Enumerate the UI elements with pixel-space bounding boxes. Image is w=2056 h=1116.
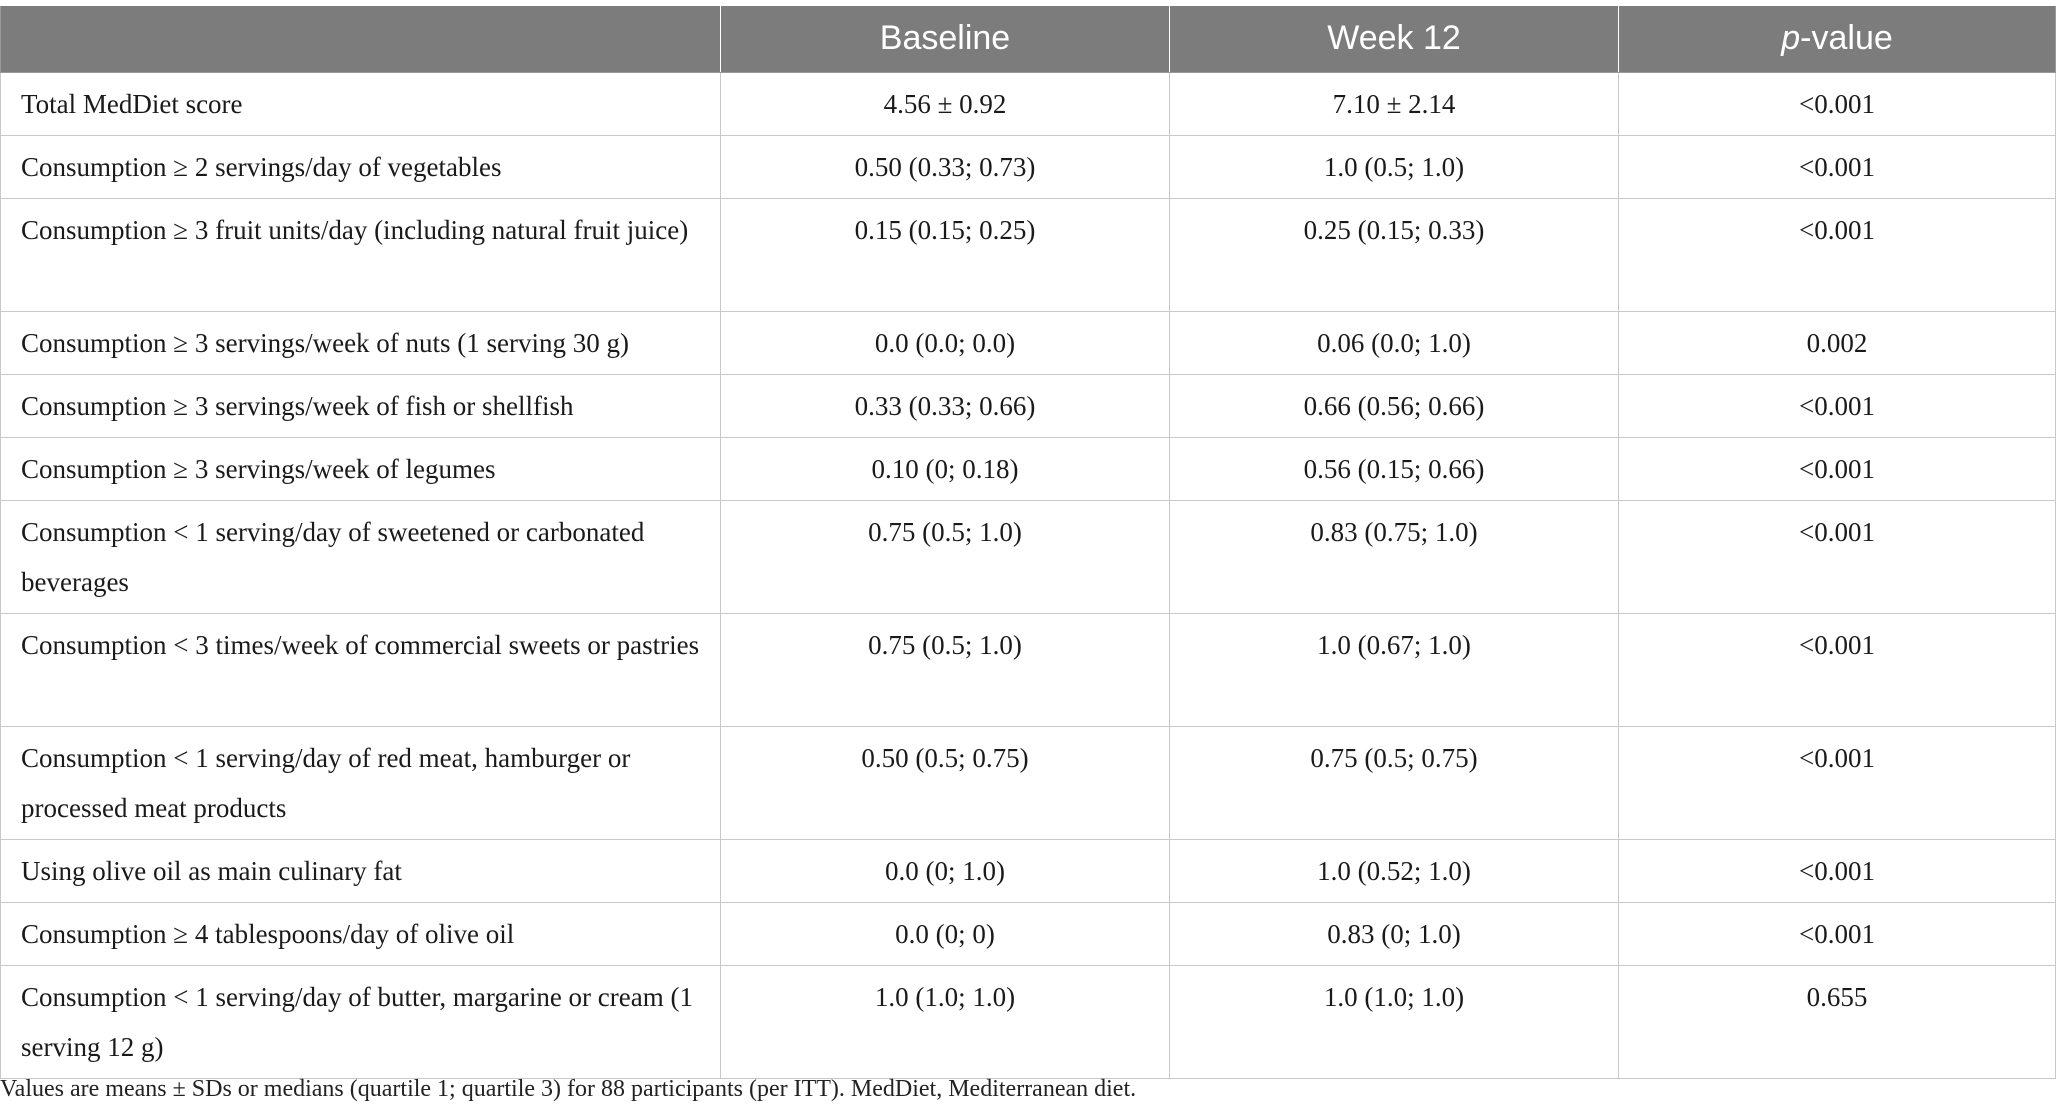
baseline-value: 1.0 (1.0; 1.0) [720,964,1170,1079]
table-row: Using olive oil as main culinary fat 0.0 … [0,838,2056,903]
week-12-value: 1.0 (1.0; 1.0) [1169,964,1619,1079]
p-value: <0.001 [1618,499,2056,614]
table-row: Consumption < 1 serving/day of butter, m… [0,964,2056,1079]
p-value: <0.001 [1618,725,2056,840]
table-row: Consumption ≥ 3 servings/week of fish or… [0,373,2056,438]
week-12-value: 0.83 (0; 1.0) [1169,901,1619,966]
p-value-dash: - [1800,19,1812,58]
meddiet-table: Baseline Week 12 p-value Total MedDiet s… [0,6,2056,1079]
table-row: Consumption ≥ 2 servings/day of vegetabl… [0,134,2056,199]
p-value: 0.655 [1618,964,2056,1079]
p-value: <0.001 [1618,134,2056,199]
row-label: Using olive oil as main culinary fat [0,838,721,903]
table-row: Consumption ≥ 3 servings/week of legumes… [0,436,2056,501]
table-footnote: Values are means ± SDs or medians (quart… [0,1076,1137,1102]
table-row: Consumption ≥ 3 fruit units/day (includi… [0,197,2056,312]
table-row: Consumption < 1 serving/day of sweetened… [0,499,2056,614]
table-body: Total MedDiet score 4.56 ± 0.92 7.10 ± 2.1… [0,71,2056,1079]
table-row: Consumption < 3 times/week of commercial… [0,612,2056,727]
table-header: Baseline Week 12 p-value [0,6,2056,73]
row-label: Consumption ≥ 3 servings/week of fish or… [0,373,721,438]
baseline-value: 0.50 (0.33; 0.73) [720,134,1170,199]
baseline-value: 0.15 (0.15; 0.25) [720,197,1170,312]
p-symbol: p [1781,19,1801,58]
week-12-value: 1.0 (0.52; 1.0) [1169,838,1619,903]
header-week-12: Week 12 [1169,6,1619,73]
table-row: Consumption ≥ 4 tablespoons/day of olive… [0,901,2056,966]
p-value: <0.001 [1618,71,2056,136]
week-12-value: 0.75 (0.5; 0.75) [1169,725,1619,840]
row-label: Consumption ≥ 3 servings/week of nuts (1… [0,310,721,375]
row-label: Consumption < 1 serving/day of red meat,… [0,725,721,840]
baseline-value: 0.10 (0; 0.18) [720,436,1170,501]
baseline-value: 0.75 (0.5; 1.0) [720,612,1170,727]
p-value: <0.001 [1618,612,2056,727]
baseline-value: 0.0 (0.0; 0.0) [720,310,1170,375]
p-value: <0.001 [1618,373,2056,438]
table-row: Consumption < 1 serving/day of red meat,… [0,725,2056,840]
row-label: Consumption < 3 times/week of commercial… [0,612,721,727]
row-label: Consumption ≥ 3 fruit units/day (includi… [0,197,721,312]
week-12-value: 0.83 (0.75; 1.0) [1169,499,1619,614]
row-label: Consumption ≥ 4 tablespoons/day of olive… [0,901,721,966]
week-12-value: 7.10 ± 2.14 [1169,71,1619,136]
header-row: Baseline Week 12 p-value [0,6,2056,73]
row-label: Consumption < 1 serving/day of sweetened… [0,499,721,614]
p-value-word: value [1811,19,1893,58]
baseline-value: 0.50 (0.5; 0.75) [720,725,1170,840]
baseline-value: 0.0 (0; 0) [720,901,1170,966]
table-row: Total MedDiet score 4.56 ± 0.92 7.10 ± 2.1… [0,71,2056,136]
row-label: Consumption ≥ 2 servings/day of vegetabl… [0,134,721,199]
row-label: Consumption ≥ 3 servings/week of legumes [0,436,721,501]
row-label: Total MedDiet score [0,71,721,136]
baseline-value: 0.33 (0.33; 0.66) [720,373,1170,438]
row-label: Consumption < 1 serving/day of butter, m… [0,964,721,1079]
p-value: <0.001 [1618,838,2056,903]
week-12-value: 1.0 (0.5; 1.0) [1169,134,1619,199]
baseline-value: 0.75 (0.5; 1.0) [720,499,1170,614]
week-12-value: 0.56 (0.15; 0.66) [1169,436,1619,501]
p-value: 0.002 [1618,310,2056,375]
week-12-value: 0.66 (0.56; 0.66) [1169,373,1619,438]
p-value: <0.001 [1618,436,2056,501]
header-label-column [0,6,721,73]
baseline-value: 0.0 (0; 1.0) [720,838,1170,903]
p-value: <0.001 [1618,901,2056,966]
header-baseline: Baseline [720,6,1170,73]
baseline-value: 4.56 ± 0.92 [720,71,1170,136]
p-value: <0.001 [1618,197,2056,312]
table-row: Consumption ≥ 3 servings/week of nuts (1… [0,310,2056,375]
week-12-value: 0.06 (0.0; 1.0) [1169,310,1619,375]
week-12-value: 1.0 (0.67; 1.0) [1169,612,1619,727]
header-p-value: p-value [1618,6,2056,73]
week-12-value: 0.25 (0.15; 0.33) [1169,197,1619,312]
